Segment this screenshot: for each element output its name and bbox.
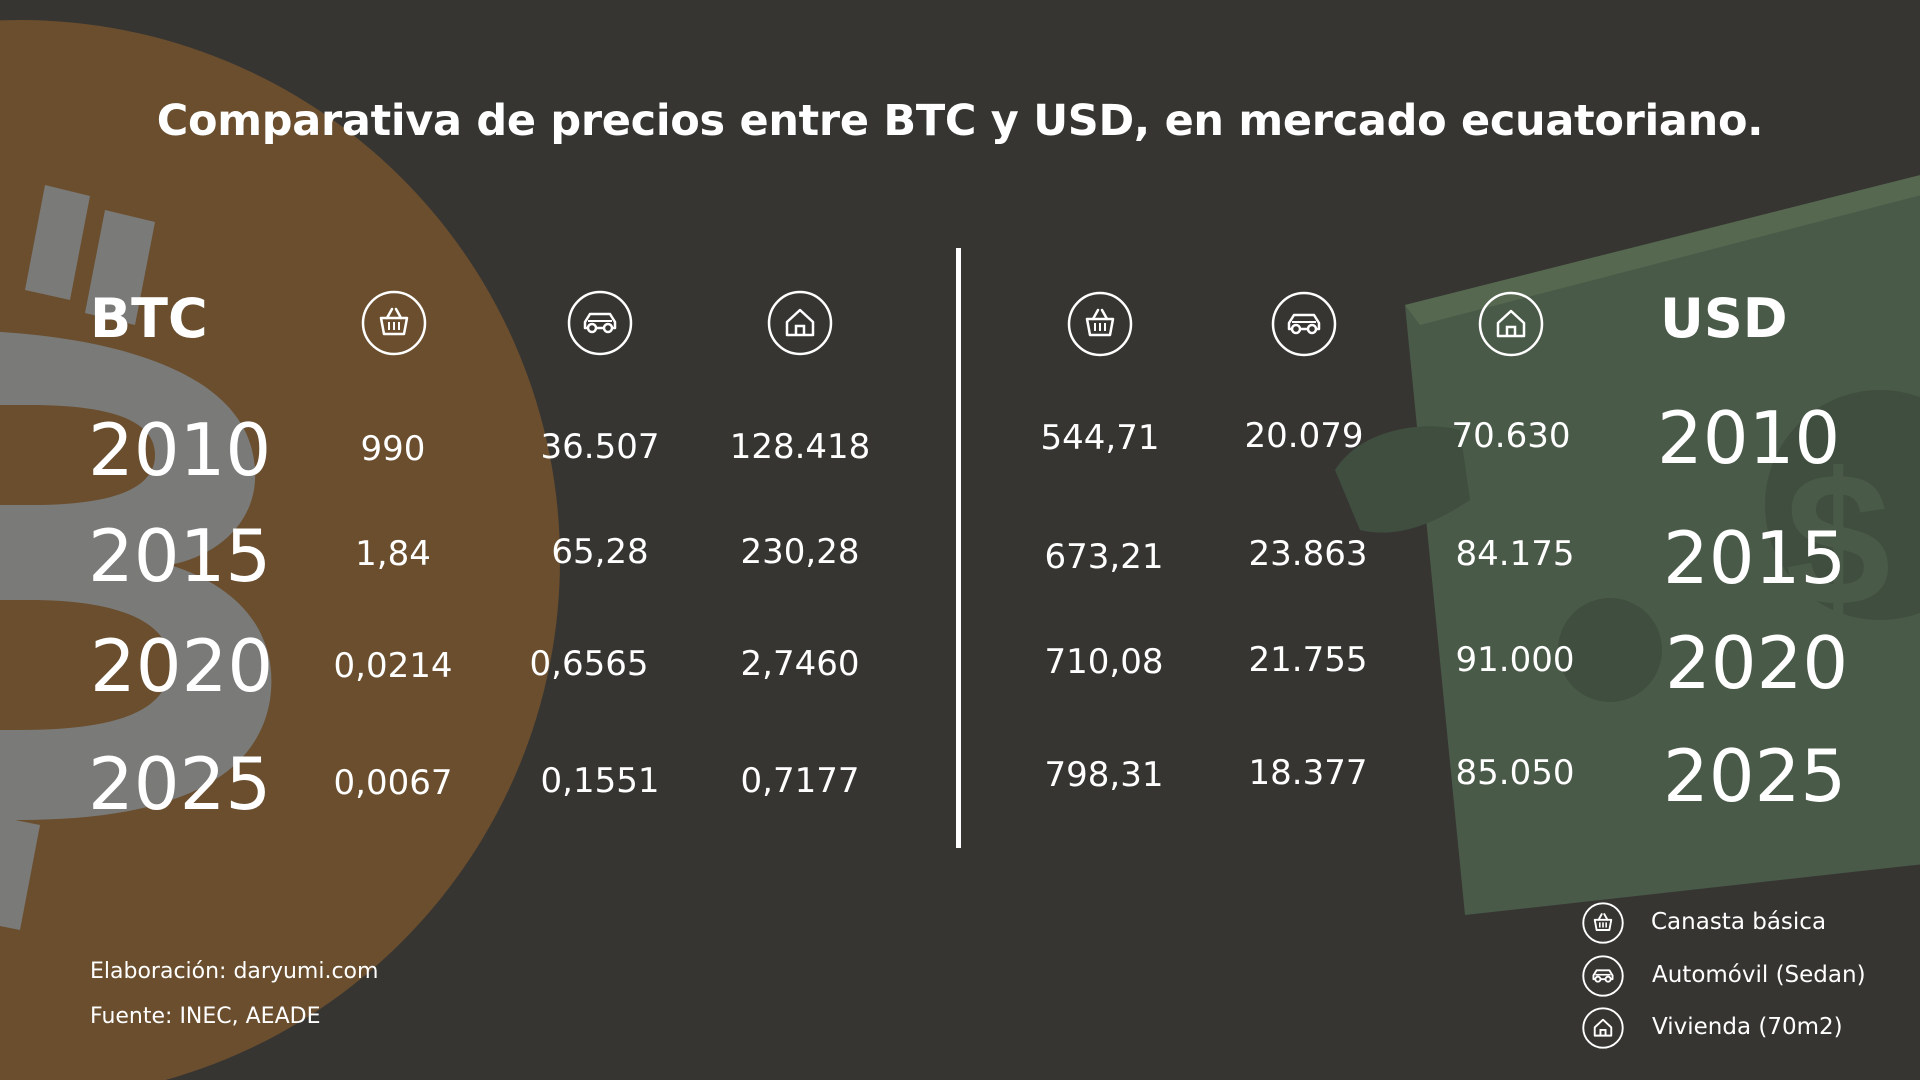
column-divider — [956, 248, 961, 848]
car-icon — [567, 290, 633, 356]
btc-2015-house: 230,28 — [740, 532, 860, 572]
usd-2025-basket: 798,31 — [1044, 755, 1164, 795]
page-title: Comparativa de precios entre BTC y USD, … — [156, 96, 1764, 146]
btc-year-2010: 2010 — [88, 408, 272, 492]
basket-icon — [361, 290, 427, 356]
btc-year-2020: 2020 — [90, 624, 274, 708]
usd-2015-basket: 673,21 — [1044, 537, 1164, 577]
legend-label-car: Automóvil (Sedan) — [1652, 962, 1866, 988]
source-text: Fuente: INEC, AEADE — [90, 1004, 321, 1029]
usd-2015-car: 23.863 — [1248, 534, 1368, 574]
credit-text: Elaboración: daryumi.com — [90, 959, 379, 984]
usd-2020-house: 91.000 — [1455, 640, 1575, 680]
legend-label-house: Vivienda (70m2) — [1652, 1014, 1843, 1040]
usd-2015-house: 84.175 — [1455, 534, 1575, 574]
btc-2025-car: 0,1551 — [540, 761, 660, 801]
usd-2020-car: 21.755 — [1248, 640, 1368, 680]
btc-year-2015: 2015 — [88, 514, 272, 598]
btc-2025-basket: 0,0067 — [333, 763, 453, 803]
usd-2010-basket: 544,71 — [1040, 418, 1160, 458]
usd-header: USD — [1660, 287, 1788, 350]
btc-2020-basket: 0,0214 — [333, 646, 453, 686]
legend-house-icon — [1582, 1007, 1624, 1053]
bitcoin-symbol-graphic — [0, 185, 272, 930]
usd-2025-car: 18.377 — [1248, 753, 1368, 793]
svg-text:$: $ — [1785, 434, 1891, 646]
car-icon — [1271, 291, 1337, 357]
usd-2025-house: 85.050 — [1455, 753, 1575, 793]
btc-year-2025: 2025 — [88, 742, 272, 826]
btc-header: BTC — [90, 287, 208, 350]
usd-2010-house: 70.630 — [1451, 416, 1571, 456]
house-icon — [767, 290, 833, 356]
dollar-bill-graphic: $ — [1335, 175, 1920, 915]
usd-year-2020: 2020 — [1665, 621, 1849, 705]
btc-2010-house: 128.418 — [729, 427, 871, 467]
usd-2010-car: 20.079 — [1244, 416, 1364, 456]
btc-2020-house: 2,7460 — [740, 644, 860, 684]
btc-2025-house: 0,7177 — [740, 761, 860, 801]
legend-car-icon — [1582, 955, 1624, 1001]
btc-2010-car: 36.507 — [540, 427, 660, 467]
btc-2020-car: 0,6565 — [529, 644, 649, 684]
usd-year-2010: 2010 — [1657, 396, 1841, 480]
usd-year-2015: 2015 — [1663, 516, 1847, 600]
legend-basket-icon — [1582, 902, 1624, 948]
usd-year-2025: 2025 — [1663, 734, 1847, 818]
legend-label-basket: Canasta básica — [1651, 909, 1827, 935]
basket-icon — [1067, 291, 1133, 357]
usd-2020-basket: 710,08 — [1044, 642, 1164, 682]
btc-2015-car: 65,28 — [551, 532, 649, 572]
house-icon — [1478, 291, 1544, 357]
btc-2010-basket: 990 — [360, 429, 426, 469]
btc-2015-basket: 1,84 — [355, 534, 431, 574]
